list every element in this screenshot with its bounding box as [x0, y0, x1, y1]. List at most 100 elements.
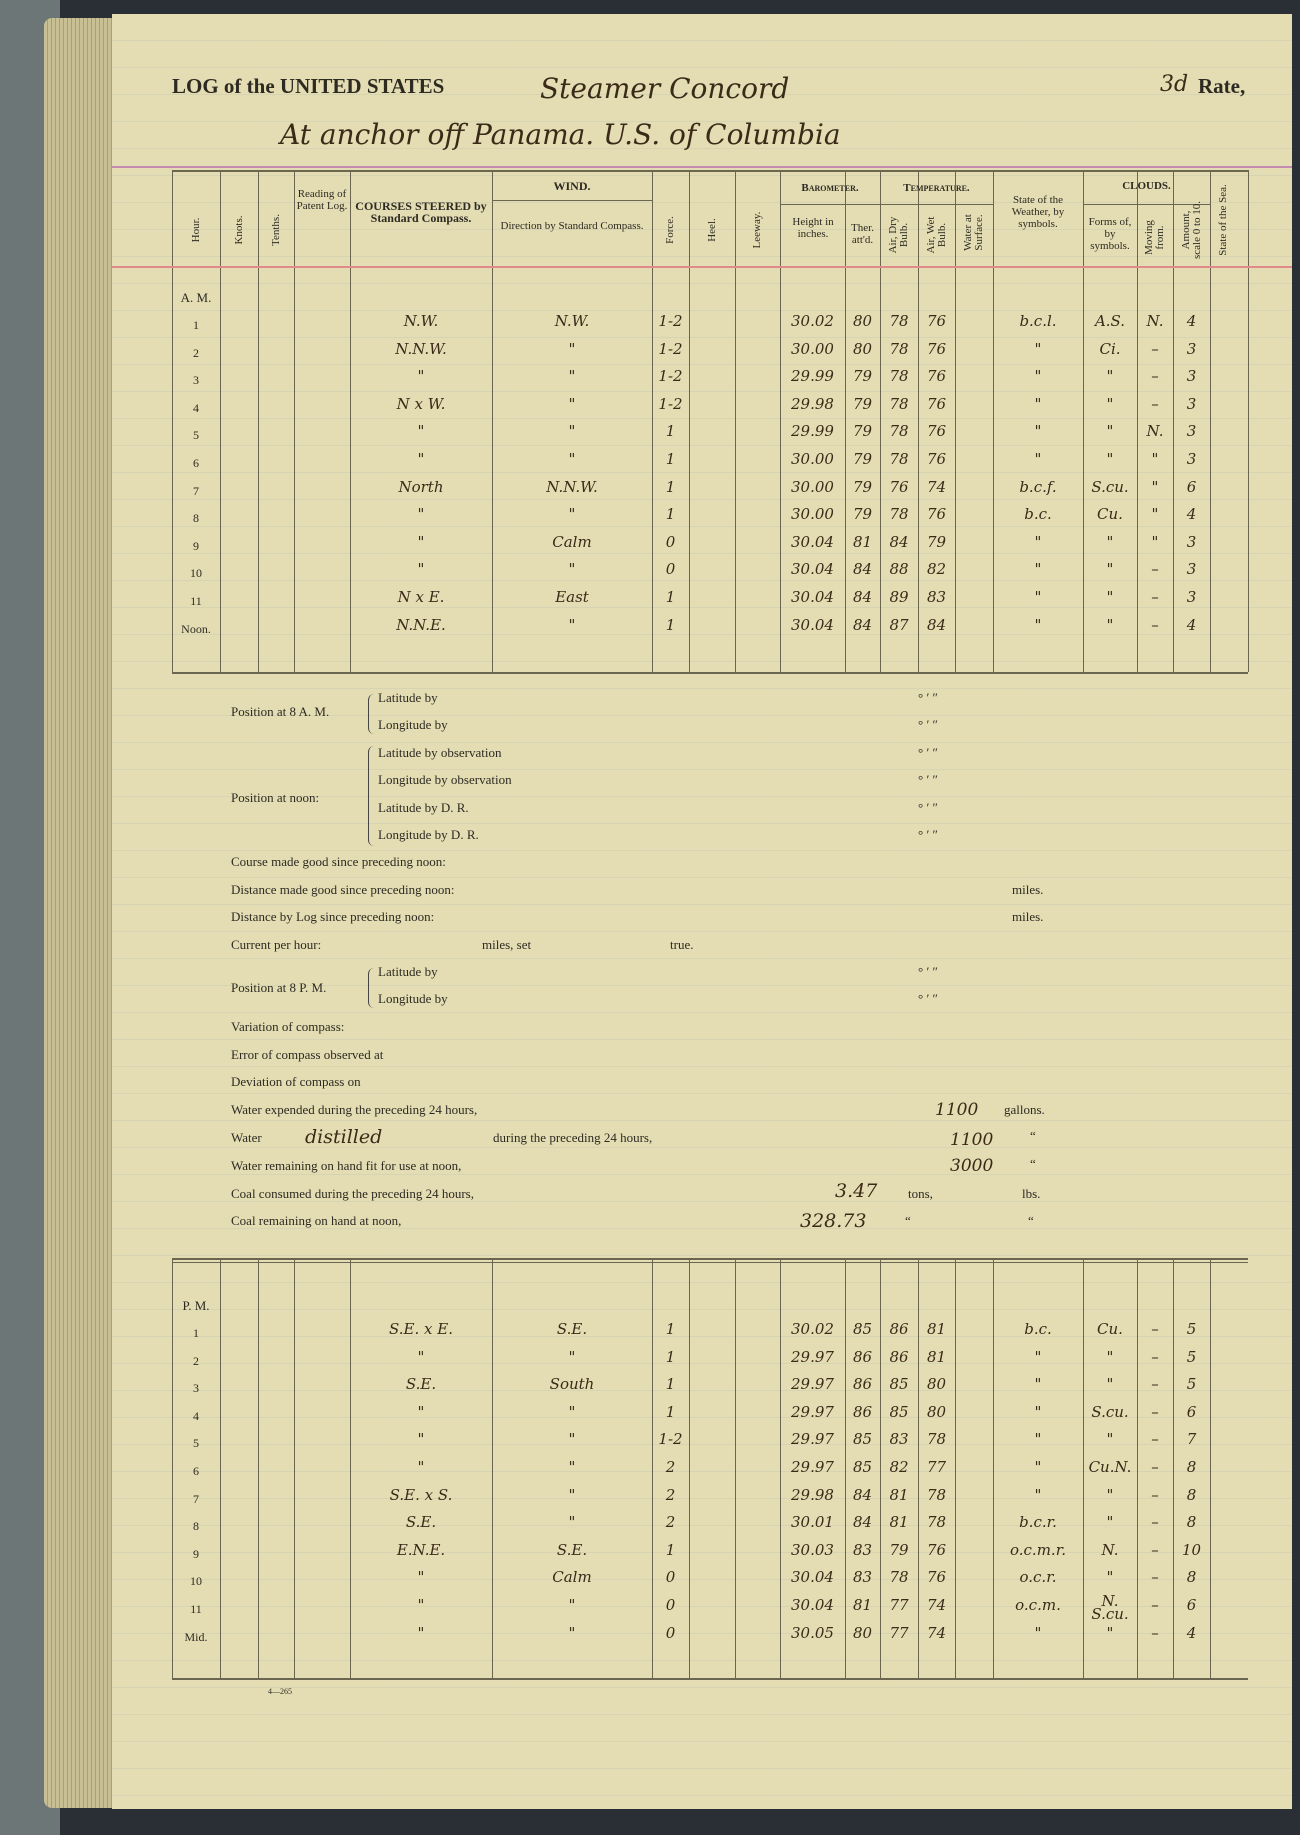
cell-forms: "	[1106, 1347, 1114, 1366]
cell-wet: 76	[926, 505, 947, 524]
dms-marks: ° ′ ″	[918, 772, 938, 787]
cell-height: 29.97	[791, 1430, 834, 1449]
printed-title: LOG of the UNITED STATES	[172, 74, 445, 98]
cell-dry: 83	[889, 1430, 909, 1449]
cell-wet: 76	[926, 339, 947, 358]
row-hour: 2	[193, 1353, 199, 1368]
cell-weather: "	[1034, 1623, 1042, 1642]
cell-ther: 84	[852, 615, 873, 634]
cell-course: S.E.	[405, 1513, 437, 1532]
cell-ther: 80	[852, 312, 873, 330]
gallons-unit: gallons.	[1004, 1102, 1045, 1117]
cell-amount: 7	[1186, 1430, 1197, 1449]
cell-amount: 3	[1186, 422, 1197, 441]
pm-label: P. M.	[182, 1298, 210, 1313]
cell-ther: 83	[852, 1540, 873, 1559]
cell-force: 0	[665, 532, 676, 551]
row-hour: 3	[193, 373, 199, 388]
latitude-observation: Latitude by observation	[378, 745, 502, 760]
row-hour: Noon.	[181, 621, 211, 636]
header-pink-rule	[112, 266, 1292, 268]
table-top-rule	[172, 1258, 1248, 1260]
cell-ther: 81	[852, 1596, 873, 1614]
rate-label: Rate,	[1198, 74, 1246, 98]
cell-amount: 3	[1186, 394, 1197, 413]
cell-height: 29.98	[791, 394, 834, 413]
cell-moving: –	[1151, 615, 1159, 634]
cell-height: 30.03	[791, 1540, 834, 1559]
cell-wind: S.E.	[556, 1320, 588, 1338]
table-bottom-rule	[172, 672, 1248, 674]
rate-value: 3d	[1160, 72, 1189, 97]
water-remaining-value: 3000	[950, 1156, 994, 1176]
column-divider	[1173, 1258, 1174, 1678]
cell-amount: 10	[1181, 1540, 1202, 1559]
cell-wind: Calm	[552, 1568, 592, 1587]
water-label: Water	[231, 1130, 262, 1145]
coal-consumed-value: 3.47	[835, 1180, 878, 1202]
column-divider	[1137, 170, 1138, 672]
column-divider	[294, 170, 295, 672]
column-divider	[780, 170, 781, 672]
cell-amount: 3	[1186, 339, 1197, 358]
column-divider	[1083, 170, 1084, 672]
cell-course: "	[417, 505, 425, 524]
column-header-barometer: Barometer.	[801, 182, 859, 194]
cell-dry: 88	[889, 560, 909, 579]
miles-unit: miles.	[1012, 909, 1044, 924]
cell-moving: "	[1151, 450, 1159, 468]
cell-height: 29.99	[791, 422, 834, 441]
cell-force: 1	[665, 615, 676, 634]
brace	[368, 694, 375, 734]
column-divider	[172, 170, 173, 672]
cell-height: 30.00	[791, 450, 834, 468]
cell-weather: "	[1034, 615, 1042, 634]
log-page	[112, 14, 1292, 1809]
cell-wet: 80	[926, 1402, 947, 1421]
cell-wind: "	[568, 505, 576, 524]
column-divider	[652, 170, 653, 672]
cell-wind: "	[568, 1485, 576, 1504]
cell-weather: "	[1034, 422, 1042, 441]
cell-forms: "	[1106, 367, 1114, 386]
column-header-ther: Ther. att'd.	[851, 222, 874, 246]
column-header-forms: Forms of, by symbols.	[1088, 216, 1132, 252]
cell-course: S.E. x E.	[389, 1320, 453, 1338]
cell-dry: 84	[889, 532, 909, 551]
tons-unit: tons,	[908, 1186, 933, 1201]
column-divider	[492, 1258, 493, 1678]
cell-force: 1	[665, 588, 676, 606]
cell-weather: o.c.r.	[1019, 1568, 1057, 1587]
cell-wet: 77	[926, 1458, 947, 1476]
true-label: true.	[670, 937, 694, 952]
cell-course: "	[417, 1596, 425, 1614]
cell-forms: "	[1106, 1430, 1114, 1449]
coal-remaining-label: Coal remaining on hand at noon,	[231, 1213, 402, 1228]
cell-forms: S.cu.	[1091, 477, 1129, 496]
cell-dry: 86	[889, 1320, 909, 1338]
cell-force: 1-2	[658, 339, 683, 358]
cell-course: "	[417, 1458, 425, 1476]
cell-ther: 80	[852, 339, 873, 358]
lbs-unit: lbs.	[1022, 1186, 1041, 1201]
cell-wind: "	[568, 450, 576, 468]
cell-forms: Cu.	[1097, 1320, 1123, 1338]
cell-course: "	[417, 422, 425, 441]
cell-amount: 6	[1186, 1402, 1197, 1421]
cell-course: N.N.W.	[395, 339, 447, 358]
row-hour: 1	[193, 1326, 199, 1340]
cell-wet: 78	[926, 1485, 947, 1504]
row-hour: 10	[190, 1574, 202, 1589]
column-divider	[845, 170, 846, 672]
cell-forms: "	[1106, 1485, 1114, 1504]
cell-moving: "	[1151, 477, 1159, 496]
column-header-height: Height in inches.	[792, 216, 834, 240]
column-header-weather: State of the Weather, by symbols.	[1011, 194, 1065, 230]
cell-wet: 84	[926, 615, 947, 634]
position-8pm-label: Position at 8 P. M.	[231, 980, 327, 995]
column-header-hour: Hour.	[189, 217, 202, 243]
cell-course: North	[398, 477, 444, 496]
cell-moving: –	[1151, 1623, 1159, 1642]
cell-amount: 8	[1186, 1513, 1197, 1532]
cell-moving: –	[1151, 1402, 1159, 1421]
